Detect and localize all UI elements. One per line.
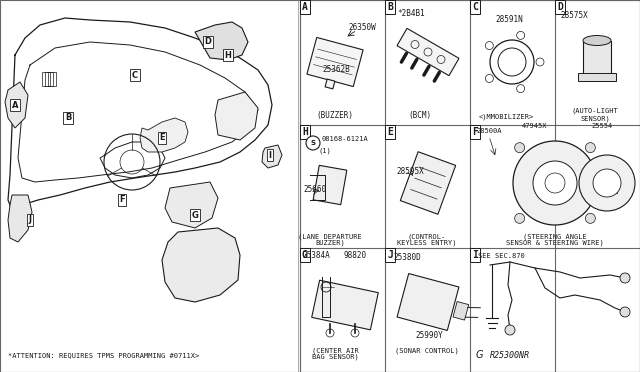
Circle shape [593, 169, 621, 197]
Text: *ATTENTION: REQUIRES TPMS PROGRAMMING #0711X>: *ATTENTION: REQUIRES TPMS PROGRAMMING #0… [8, 352, 199, 358]
Text: 25384A: 25384A [302, 251, 330, 260]
Circle shape [533, 161, 577, 205]
Text: G: G [302, 250, 308, 260]
Polygon shape [325, 79, 335, 89]
Circle shape [586, 214, 595, 223]
Polygon shape [140, 118, 188, 152]
Text: <)MMOBILIZER>: <)MMOBILIZER> [478, 113, 534, 119]
Text: 25990Y: 25990Y [415, 331, 443, 340]
Text: (BUZZER): (BUZZER) [317, 111, 353, 120]
Text: BUZZER): BUZZER) [315, 240, 345, 247]
Text: C: C [132, 71, 138, 80]
Text: S: S [310, 140, 316, 146]
Text: B: B [65, 113, 71, 122]
Text: (SONAR CONTROL): (SONAR CONTROL) [395, 347, 459, 353]
Text: I: I [472, 250, 478, 260]
Bar [583, 41, 611, 76]
Text: 98820: 98820 [344, 251, 367, 260]
Circle shape [620, 273, 630, 283]
Bar [599, 173, 617, 193]
Text: A: A [12, 100, 19, 109]
Text: C: C [472, 2, 478, 12]
Text: 28591N: 28591N [495, 15, 523, 24]
Text: (CONTROL-: (CONTROL- [408, 233, 446, 240]
Polygon shape [312, 280, 378, 330]
Text: F: F [472, 127, 478, 137]
Text: 47945X: 47945X [522, 123, 547, 129]
Text: B: B [387, 2, 393, 12]
Circle shape [586, 142, 595, 153]
Text: 28595X: 28595X [396, 167, 424, 176]
Text: 25554: 25554 [591, 123, 612, 129]
Text: SENSOR & STEERING WIRE): SENSOR & STEERING WIRE) [506, 240, 604, 247]
Text: R25300NR: R25300NR [490, 351, 530, 360]
Text: 26350W: 26350W [348, 23, 376, 32]
Text: A: A [302, 2, 308, 12]
Circle shape [515, 142, 525, 153]
Text: I: I [269, 151, 271, 160]
Text: H: H [225, 51, 232, 60]
Circle shape [306, 136, 320, 150]
Text: 28575X: 28575X [560, 11, 588, 20]
Polygon shape [453, 302, 468, 320]
Text: (AUTO-LIGHT: (AUTO-LIGHT [572, 107, 618, 113]
Bar [48, 72, 56, 86]
Polygon shape [5, 82, 28, 128]
Polygon shape [195, 22, 248, 60]
Bar [578, 73, 616, 80]
Text: SEE SEC.870: SEE SEC.870 [478, 253, 525, 259]
Text: E: E [387, 127, 393, 137]
Circle shape [515, 214, 525, 223]
Text: H: H [302, 127, 308, 137]
Text: G: G [476, 350, 483, 360]
Polygon shape [307, 38, 363, 87]
Text: (1): (1) [318, 147, 331, 154]
Polygon shape [262, 145, 282, 168]
Polygon shape [397, 28, 459, 76]
Text: (LANE DEPARTURE: (LANE DEPARTURE [298, 233, 362, 240]
Text: 08168-6121A: 08168-6121A [322, 136, 369, 142]
Text: F: F [119, 196, 125, 205]
Text: 28500A: 28500A [476, 128, 502, 134]
Polygon shape [313, 165, 347, 205]
Text: BAG SENSOR): BAG SENSOR) [312, 354, 358, 360]
Ellipse shape [583, 35, 611, 45]
Polygon shape [215, 92, 258, 140]
Polygon shape [397, 273, 459, 330]
Circle shape [579, 155, 635, 211]
Text: J: J [29, 215, 31, 224]
Bar [45, 72, 53, 86]
Text: 25660: 25660 [303, 185, 326, 194]
Circle shape [505, 325, 515, 335]
Text: J: J [387, 250, 393, 260]
Text: G: G [191, 211, 198, 219]
Circle shape [513, 141, 597, 225]
Circle shape [620, 307, 630, 317]
Polygon shape [162, 228, 240, 302]
Text: (CENTER AIR: (CENTER AIR [312, 347, 358, 353]
Text: D: D [557, 2, 563, 12]
Text: (BCM): (BCM) [408, 111, 431, 120]
Text: KEYLESS ENTRY): KEYLESS ENTRY) [397, 240, 457, 247]
Text: D: D [205, 38, 211, 46]
Polygon shape [400, 152, 456, 214]
Polygon shape [165, 182, 218, 228]
Polygon shape [8, 195, 32, 242]
Text: 25362B: 25362B [322, 65, 349, 74]
Text: E: E [159, 134, 165, 142]
Text: SENSOR): SENSOR) [580, 115, 610, 122]
Text: (STEERING ANGLE: (STEERING ANGLE [523, 233, 587, 240]
Text: *2B4B1: *2B4B1 [397, 9, 425, 18]
Bar [42, 72, 50, 86]
Text: 25380D: 25380D [393, 253, 420, 262]
